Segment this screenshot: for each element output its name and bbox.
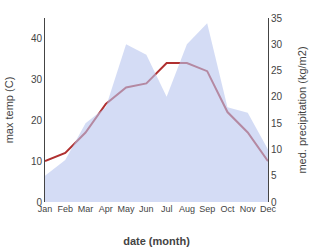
svg-text:max temp (C): max temp (C) <box>3 77 15 144</box>
svg-text:Aug: Aug <box>179 204 195 214</box>
svg-text:Mar: Mar <box>78 204 94 214</box>
svg-text:Jun: Jun <box>139 204 154 214</box>
svg-text:40: 40 <box>31 33 43 44</box>
svg-text:25: 25 <box>271 65 283 76</box>
svg-text:May: May <box>118 204 136 214</box>
svg-text:5: 5 <box>271 170 277 181</box>
svg-text:date (month): date (month) <box>123 235 190 247</box>
svg-text:10: 10 <box>31 156 43 167</box>
svg-text:30: 30 <box>271 39 283 50</box>
svg-text:Jan: Jan <box>38 204 53 214</box>
svg-text:20: 20 <box>271 91 283 102</box>
svg-text:0: 0 <box>271 197 277 208</box>
svg-text:Nov: Nov <box>240 204 257 214</box>
svg-text:35: 35 <box>271 13 283 24</box>
svg-text:10: 10 <box>271 144 283 155</box>
svg-text:med. precipitation (kg/m2): med. precipitation (kg/m2) <box>296 46 308 173</box>
svg-text:30: 30 <box>31 74 43 85</box>
svg-text:Dec: Dec <box>260 204 277 214</box>
svg-text:0: 0 <box>36 197 42 208</box>
svg-text:Sep: Sep <box>199 204 215 214</box>
svg-text:Jul: Jul <box>161 204 173 214</box>
svg-text:Feb: Feb <box>58 204 74 214</box>
svg-text:15: 15 <box>271 118 283 129</box>
svg-text:Apr: Apr <box>99 204 113 214</box>
svg-text:20: 20 <box>31 115 43 126</box>
svg-text:Oct: Oct <box>220 204 235 214</box>
